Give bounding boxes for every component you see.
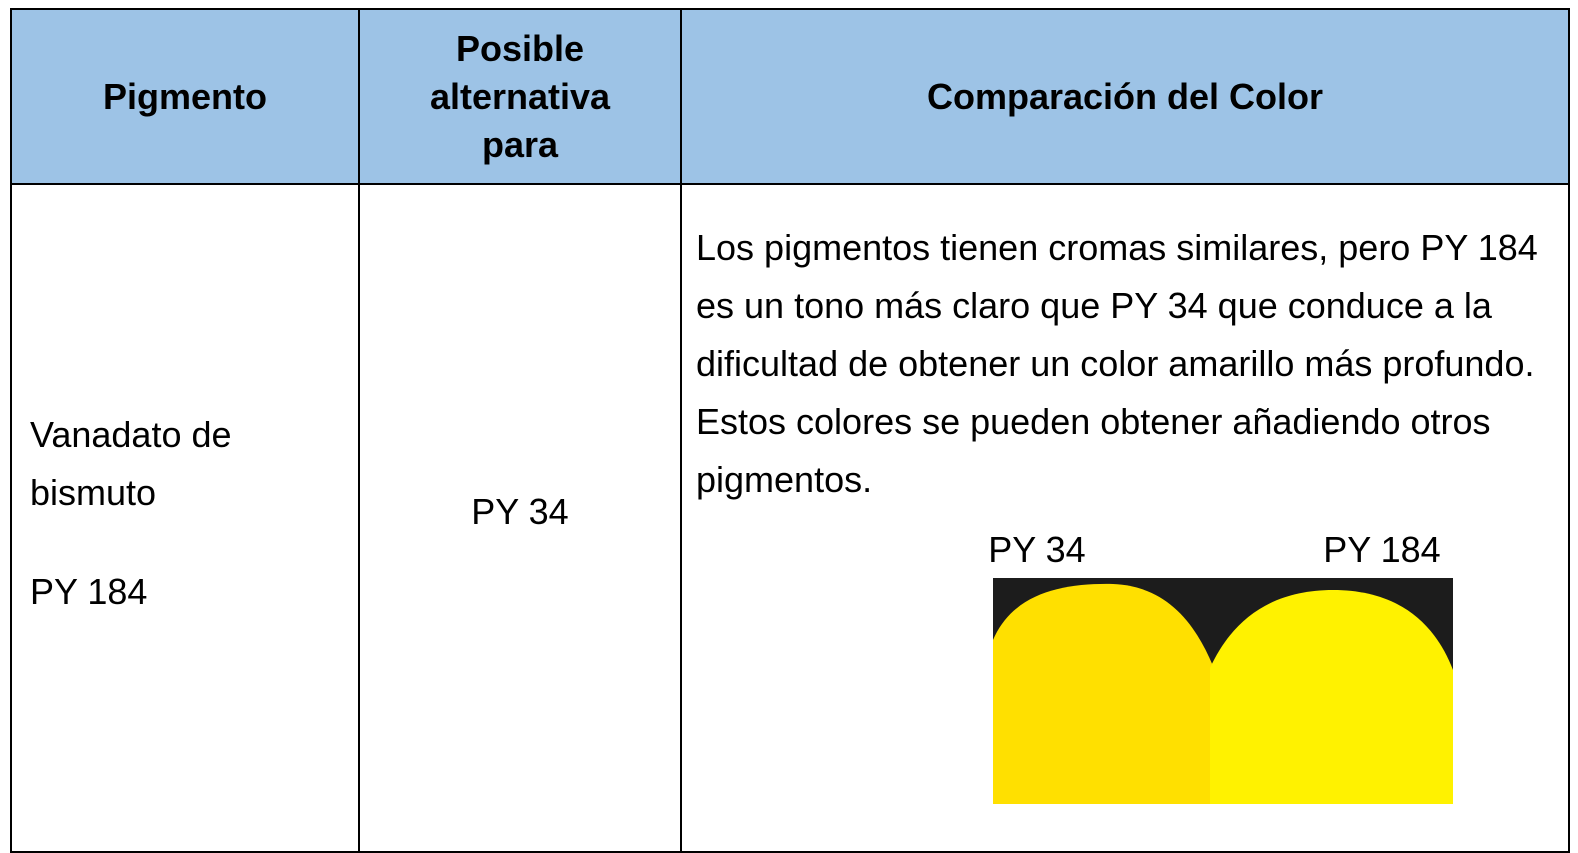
body-cell: Vanadato de bismuto PY 184: [10, 183, 360, 853]
swatch-py34: [993, 583, 1213, 804]
header-cell: Pigmento: [10, 8, 360, 185]
color-swatch-image: [993, 578, 1453, 804]
header-text: Pigmento: [102, 75, 267, 117]
page: {"table": { "header": ["Pigmento", "Posi…: [10, 8, 1570, 853]
pigment-name: Vanadato de bismuto: [30, 414, 232, 513]
pigment-code: PY 184: [30, 571, 148, 612]
comparison-text: Los pigmentos tienen cromas similares, p…: [696, 227, 1538, 500]
header-cell: Posible alternativa para: [358, 8, 682, 185]
header-text: Comparación del Color: [926, 75, 1324, 117]
header-text: Posible alternativa para: [429, 27, 611, 165]
swatch-label: PY 34: [988, 529, 1086, 570]
body-cell: PY 34: [358, 183, 682, 853]
alternative: PY 34: [471, 491, 569, 532]
swatch-py184: [1210, 590, 1453, 804]
body-cell: Los pigmentos tienen cromas similares, p…: [680, 183, 1570, 853]
swatch-label: PY 184: [1323, 529, 1441, 570]
header-cell: Comparación del Color: [680, 8, 1570, 185]
